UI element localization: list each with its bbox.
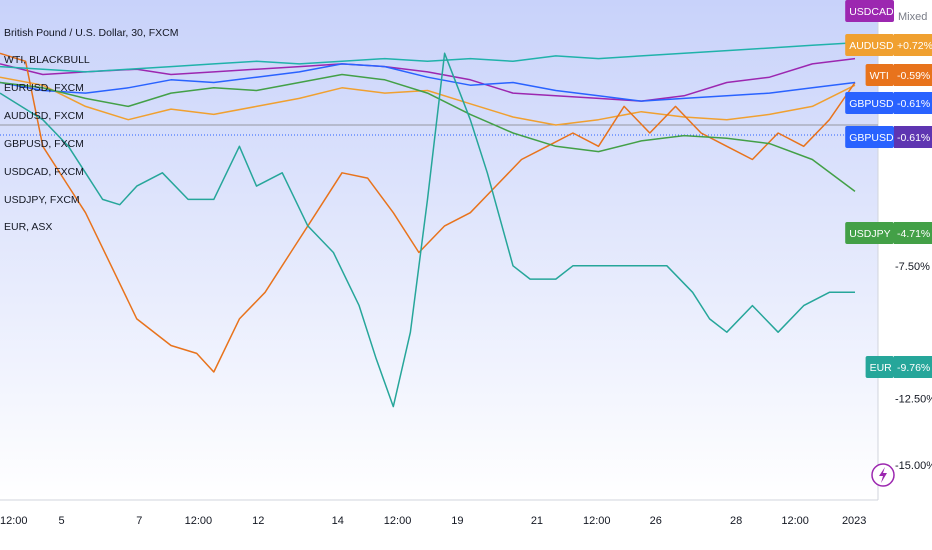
series-line-eur[interactable] <box>0 52 855 408</box>
series-line-usdcad[interactable] <box>0 57 856 102</box>
x-tick-label: 12 <box>252 515 264 527</box>
series-badge-label: GBPUSD <box>849 98 894 110</box>
series-badge[interactable]: WTI <box>865 64 894 86</box>
series-value-label: -4.71% <box>894 222 932 244</box>
series-badge-bg <box>845 92 894 114</box>
series-badge-label: USDCAD <box>849 6 894 18</box>
series-badge-label: WTI <box>870 70 889 82</box>
series-value-text: -9.76% <box>897 362 930 374</box>
series-value-label: +0.72% <box>894 34 932 56</box>
legend-item[interactable]: EUR, ASX <box>4 221 52 233</box>
series-value-bg <box>894 356 932 378</box>
legend-item[interactable]: GBPUSD, FXCM <box>4 138 84 150</box>
series-value-text: -4.71% <box>897 228 930 240</box>
series-badge-label: AUDUSD <box>849 40 894 52</box>
series-value-labels: +0.72% -0.59% -0.61% -0.61% -4.71% -9.76% <box>894 34 932 378</box>
lightning-button[interactable] <box>871 463 895 487</box>
series-badge[interactable]: GBPUSD <box>845 126 894 148</box>
x-tick-label: 12:00 <box>781 515 809 527</box>
legend-item[interactable]: WTI, BLACKBULL <box>4 54 90 66</box>
legend-item[interactable]: USDCAD, FXCM <box>4 166 84 178</box>
series-badges: USDCAD AUDUSD WTI GBPUSD GBPUSD USDJPY EUR <box>845 0 894 378</box>
y-tick-label: -12.50% <box>895 394 932 406</box>
series-value-bg <box>894 92 932 114</box>
series-value-text: -0.61% <box>897 132 930 144</box>
x-tick-label: 21 <box>531 515 543 527</box>
x-tick-label: 19 <box>451 515 463 527</box>
series-value-bg <box>894 64 932 86</box>
series-badge[interactable]: GBPUSD <box>845 92 894 114</box>
series-badge-bg <box>845 126 894 148</box>
series-badge-bg <box>845 222 894 244</box>
y-axis-ticks: -2.50%-7.50%-12.50%-15.00% <box>895 128 932 472</box>
legend: British Pound / U.S. Dollar, 30, FXCM WT… <box>4 27 178 233</box>
series-value-label: -0.59% <box>894 64 932 86</box>
x-tick-label: 14 <box>332 515 344 527</box>
series-badge[interactable]: EUR <box>865 356 894 378</box>
x-tick-label: 7 <box>136 515 142 527</box>
y-tick-label: -15.00% <box>895 460 932 472</box>
series-value-label: -0.61% <box>894 92 932 114</box>
legend-item[interactable]: AUDUSD, FXCM <box>4 110 84 122</box>
series-badge-bg <box>845 0 894 22</box>
series-value-label: -9.76% <box>894 356 932 378</box>
x-tick-label: 12:00 <box>384 515 412 527</box>
x-tick-label: 28 <box>730 515 742 527</box>
series-badge[interactable]: USDCAD <box>845 0 894 22</box>
series-badge-label: EUR <box>870 362 893 374</box>
chart-title: British Pound / U.S. Dollar, 30, FXCM <box>4 27 178 39</box>
plot-background <box>0 0 878 500</box>
x-tick-label: 2023 <box>842 515 866 527</box>
x-tick-label: 12:00 <box>185 515 213 527</box>
series-line-gbpusd-teal-[interactable] <box>0 41 856 73</box>
series-value-text: -0.61% <box>897 98 930 110</box>
series-value-bg <box>894 222 932 244</box>
series-line-usdjpy[interactable] <box>0 73 856 193</box>
series-line-gbpusd[interactable] <box>0 63 856 102</box>
x-tick-label: 5 <box>58 515 64 527</box>
series-badge[interactable]: USDJPY <box>845 222 894 244</box>
x-tick-label: 12:00 <box>0 515 28 527</box>
series-badge-bg <box>865 64 894 86</box>
series-badge-bg <box>865 356 894 378</box>
series-badge-label: GBPUSD <box>849 132 894 144</box>
y-tick-label: -7.50% <box>895 261 930 273</box>
series-badge-label: USDJPY <box>849 228 890 240</box>
series-value-text: -0.59% <box>897 70 930 82</box>
scale-mode-label[interactable]: Mixed <box>898 11 927 23</box>
series-value-bg <box>894 34 932 56</box>
series-value-text: +0.72% <box>897 40 932 52</box>
legend-item[interactable]: USDJPY, FXCM <box>4 194 80 206</box>
lightning-bolt-shape <box>879 467 887 483</box>
series-value-label: -0.61% <box>894 126 932 148</box>
series-line-audusd[interactable] <box>0 76 856 126</box>
x-axis-ticks: 12:00 5 7 12:00 12 14 12:00 19 21 12:00 26 28 12:00 2… <box>0 515 866 527</box>
legend-item[interactable]: EURUSD, FXCM <box>4 82 84 94</box>
x-tick-label: 26 <box>650 515 662 527</box>
series-layer <box>0 41 856 408</box>
x-tick-label: 12:00 <box>583 515 611 527</box>
series-value-bg <box>894 126 932 148</box>
series-badge-bg <box>845 34 894 56</box>
series-badge[interactable]: AUDUSD <box>845 34 894 56</box>
